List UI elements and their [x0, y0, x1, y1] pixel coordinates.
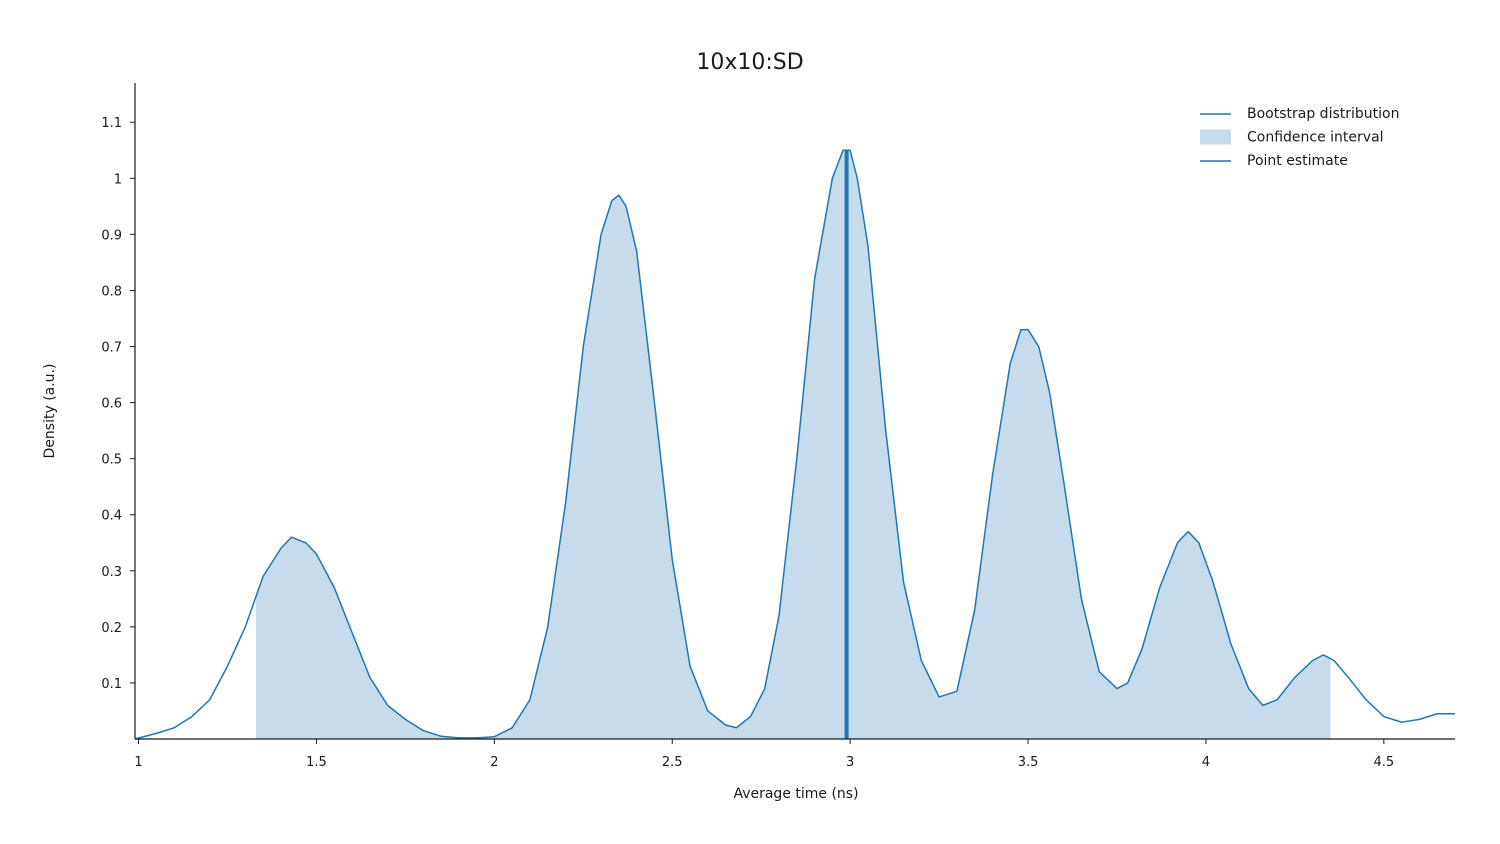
y-tick-label: 0.5: [101, 453, 122, 468]
legend-label: Confidence interval: [1247, 130, 1384, 146]
y-tick-label: 0.4: [101, 509, 122, 524]
x-tick-label: 2.5: [662, 755, 683, 770]
y-tick-label: 0.9: [101, 228, 122, 243]
y-axis-label: Density (a.u.): [42, 364, 58, 459]
y-tick-label: 1: [114, 172, 122, 187]
x-tick-label: 4: [1202, 755, 1210, 770]
x-axis-label: Average time (ns): [733, 786, 858, 802]
x-tick-label: 3.5: [1018, 755, 1039, 770]
y-tick-label: 0.2: [101, 621, 122, 636]
legend-swatch-confidence-interval: [1200, 129, 1231, 145]
y-tick-label: 0.3: [101, 565, 122, 580]
bootstrap-distribution-line: [134, 149, 1455, 740]
x-tick-label: 3: [846, 755, 854, 770]
x-tick-label: 4.5: [1373, 755, 1394, 770]
y-tick-label: 1.1: [101, 116, 122, 131]
x-tick-label: 2: [490, 755, 498, 770]
legend-label: Point estimate: [1247, 153, 1348, 169]
x-tick-label: 1: [134, 755, 142, 770]
y-tick-label: 0.1: [101, 677, 122, 692]
legend-label: Bootstrap distribution: [1247, 106, 1399, 122]
chart-title: 10x10:SD: [696, 50, 803, 75]
confidence-interval-area: [255, 150, 1331, 740]
plot-area: [134, 149, 1455, 740]
y-tick-label: 0.6: [101, 397, 122, 412]
y-tick-label: 0.7: [101, 341, 122, 356]
y-tick-label: 0.8: [101, 284, 122, 299]
x-tick-label: 1.5: [306, 755, 327, 770]
axes: 1 1.5 2 2.5 3 3.5 4 4.5 0.1 0.2 0.3 0.4 0.5 0.6 0.7 0.8…: [101, 83, 1455, 770]
legend: Bootstrap distribution Confidence interva…: [1200, 106, 1399, 169]
